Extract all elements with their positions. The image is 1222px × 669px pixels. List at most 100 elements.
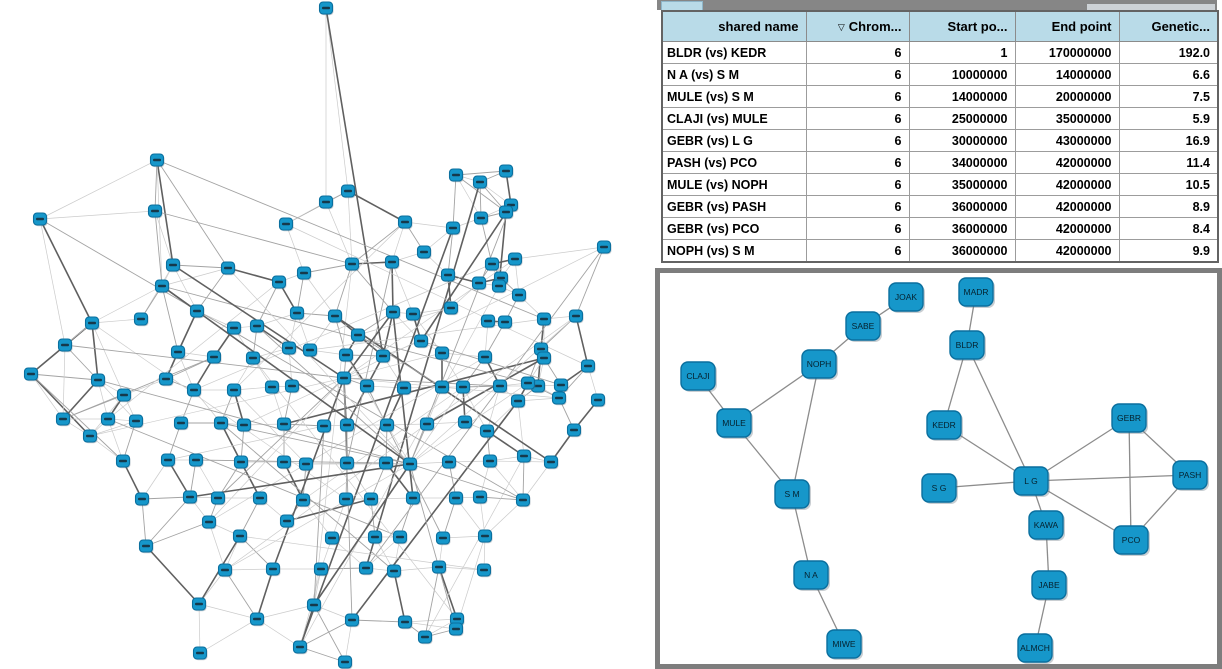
network-node[interactable]: [396, 381, 412, 396]
network-edge[interactable]: [575, 315, 589, 367]
network-edge[interactable]: [107, 281, 280, 420]
network-edge[interactable]: [351, 221, 406, 265]
network-node[interactable]: [296, 266, 312, 281]
network-node[interactable]: [568, 309, 584, 324]
network-edge[interactable]: [313, 425, 325, 606]
network-node[interactable]: [402, 457, 418, 472]
network-node[interactable]: [482, 454, 498, 469]
network-edge[interactable]: [233, 389, 307, 465]
network-edge[interactable]: [256, 604, 315, 620]
network-edge[interactable]: [30, 373, 124, 462]
network-edge[interactable]: [165, 356, 215, 380]
network-edge[interactable]: [39, 210, 156, 220]
network-node[interactable]: [158, 372, 174, 387]
table-row[interactable]: PASH (vs) PCO 6 34000000 42000000 11.4: [661, 151, 1219, 174]
network-node-jabe[interactable]: JABE: [1031, 570, 1068, 601]
network-node[interactable]: [553, 378, 569, 393]
network-edge[interactable]: [252, 357, 458, 620]
network-node-pco[interactable]: PCO: [1113, 525, 1150, 556]
network-node[interactable]: [471, 276, 487, 291]
network-node-bldr[interactable]: BLDR: [949, 330, 986, 361]
network-edge[interactable]: [313, 263, 353, 606]
network-edge[interactable]: [91, 285, 163, 324]
network-edge[interactable]: [62, 379, 99, 420]
network-edge[interactable]: [393, 566, 440, 572]
network-edge[interactable]: [438, 566, 458, 620]
network-node[interactable]: [245, 351, 261, 366]
network-node[interactable]: [434, 346, 450, 361]
network-node[interactable]: [350, 328, 366, 343]
network-edge[interactable]: [302, 499, 333, 539]
network-edge[interactable]: [517, 400, 525, 457]
network-node[interactable]: [32, 212, 48, 227]
network-node[interactable]: [116, 388, 132, 403]
network-edge[interactable]: [208, 521, 226, 571]
network-edge[interactable]: [347, 190, 353, 265]
network-edge[interactable]: [343, 377, 501, 387]
network-edge[interactable]: [39, 159, 158, 220]
network-node[interactable]: [298, 457, 314, 472]
network-node[interactable]: [138, 539, 154, 554]
network-node[interactable]: [264, 380, 280, 395]
network-node[interactable]: [316, 419, 332, 434]
network-node[interactable]: [405, 307, 421, 322]
network-node[interactable]: [397, 215, 413, 230]
network-edge[interactable]: [303, 263, 353, 274]
network-edge[interactable]: [189, 463, 411, 498]
network-edge[interactable]: [357, 307, 452, 336]
network-edge[interactable]: [208, 377, 345, 523]
network-edge[interactable]: [409, 386, 464, 465]
network-edge[interactable]: [156, 159, 174, 266]
network-edge[interactable]: [346, 261, 393, 464]
network-node[interactable]: [337, 655, 353, 669]
network-node[interactable]: [276, 417, 292, 432]
network-node[interactable]: [170, 345, 186, 360]
network-edge[interactable]: [462, 386, 488, 432]
network-edge[interactable]: [325, 7, 384, 357]
network-node[interactable]: [448, 491, 464, 506]
network-node-claji[interactable]: CLAJI: [680, 361, 717, 392]
network-node[interactable]: [443, 301, 459, 316]
network-node[interactable]: [448, 168, 464, 183]
network-node[interactable]: [217, 563, 233, 578]
network-edge[interactable]: [404, 221, 454, 229]
network-edge[interactable]: [424, 566, 440, 638]
network-edge[interactable]: [224, 463, 411, 571]
network-node[interactable]: [448, 622, 464, 637]
network-node[interactable]: [543, 455, 559, 470]
network-node[interactable]: [271, 275, 287, 290]
network-node[interactable]: [160, 453, 176, 468]
column-header-shared-name[interactable]: shared name: [661, 10, 807, 42]
network-edge[interactable]: [224, 315, 577, 571]
network-edge[interactable]: [455, 174, 482, 219]
network-node[interactable]: [292, 640, 308, 655]
network-edge[interactable]: [97, 379, 137, 422]
network-edge[interactable]: [224, 568, 274, 571]
table-row[interactable]: GEBR (vs) PCO 6 36000000 42000000 8.4: [661, 217, 1219, 240]
network-edge[interactable]: [89, 420, 137, 437]
network-node[interactable]: [476, 563, 492, 578]
network-edge[interactable]: [161, 267, 229, 287]
network-node[interactable]: [596, 240, 612, 255]
network-edge[interactable]: [296, 272, 305, 314]
network-edge-bldr-lg[interactable]: [966, 344, 1032, 482]
network-edge[interactable]: [420, 204, 512, 342]
table-row[interactable]: MULE (vs) NOPH 6 35000000 42000000 10.5: [661, 173, 1219, 196]
network-node[interactable]: [419, 417, 435, 432]
network-edge[interactable]: [161, 285, 179, 353]
network-edge[interactable]: [452, 174, 457, 229]
network-edge[interactable]: [198, 603, 201, 654]
network-edge[interactable]: [256, 618, 301, 648]
network-node-kawa[interactable]: KAWA: [1028, 510, 1065, 541]
network-edge[interactable]: [424, 455, 525, 638]
network-edge[interactable]: [243, 377, 345, 426]
network-edge[interactable]: [107, 418, 124, 462]
network-edge[interactable]: [303, 272, 336, 317]
network-node-miwe[interactable]: MIWE: [826, 629, 863, 660]
network-edge-lg-pash[interactable]: [1030, 474, 1191, 482]
network-edge[interactable]: [91, 322, 125, 396]
network-node[interactable]: [363, 492, 379, 507]
network-node[interactable]: [149, 153, 165, 168]
table-row[interactable]: NOPH (vs) S M 6 36000000 42000000 9.9: [661, 239, 1219, 263]
network-node[interactable]: [445, 221, 461, 236]
